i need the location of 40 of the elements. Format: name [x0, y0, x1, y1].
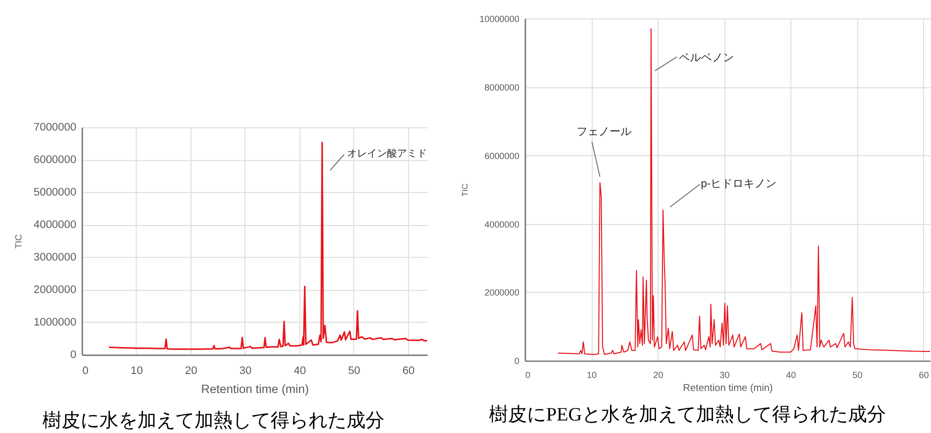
x-tick-label: 50: [852, 370, 862, 380]
y-tick-label: 5000000: [34, 186, 76, 199]
x-tick-label: 30: [720, 370, 730, 380]
x-tick-label: 0: [82, 365, 88, 378]
y-tick-label: 2000000: [34, 284, 76, 296]
x-tick-label: 20: [653, 370, 664, 380]
y-tick-label: 1000000: [34, 316, 76, 329]
x-tick-label: 10: [130, 365, 143, 378]
x-tick-label: 20: [184, 365, 198, 378]
annotation: オレイン酸アミド: [347, 147, 428, 160]
x-axis-title: Retention time (min): [683, 383, 773, 394]
annotation: ベルベノン: [679, 52, 734, 64]
y-tick-label: 7000000: [34, 122, 76, 134]
x-tick-label: 60: [918, 370, 929, 380]
y-tick-label: 10000000: [479, 14, 520, 24]
text: 樹皮に水を加えて加熱して得られた成分: [42, 410, 385, 432]
y-tick-label: 8000000: [484, 82, 520, 92]
x-tick-label: 40: [786, 370, 796, 380]
annotation: p-ヒドロキノン: [700, 178, 777, 190]
x-tick-label: 0: [525, 370, 530, 380]
y-tick-label: 3000000: [34, 252, 76, 264]
y-tick-label: 4000000: [484, 219, 520, 230]
text: 樹皮にPEGと水を加えて加熱して得られた成分: [489, 404, 886, 426]
y-tick-label: 0: [514, 356, 520, 366]
annotation: フェノール: [576, 126, 632, 138]
line-series: [108, 142, 428, 350]
line-series: [558, 28, 930, 356]
x-tick-label: 30: [239, 365, 252, 378]
y-axis-title: TIC: [14, 234, 24, 249]
x-tick-label: 10: [586, 370, 597, 380]
y-axis-title: TIC: [460, 183, 470, 196]
y-tick-label: 6000000: [34, 154, 76, 166]
x-tick-label: 40: [294, 365, 306, 378]
x-tick-label: 60: [402, 365, 415, 378]
y-tick-label: 2000000: [484, 288, 520, 298]
y-tick-label: 4000000: [34, 219, 76, 232]
x-tick-label: 50: [348, 365, 360, 378]
x-axis-title: Retention time (min): [201, 382, 309, 396]
y-tick-label: 0: [70, 349, 76, 362]
y-tick-label: 6000000: [484, 150, 520, 161]
